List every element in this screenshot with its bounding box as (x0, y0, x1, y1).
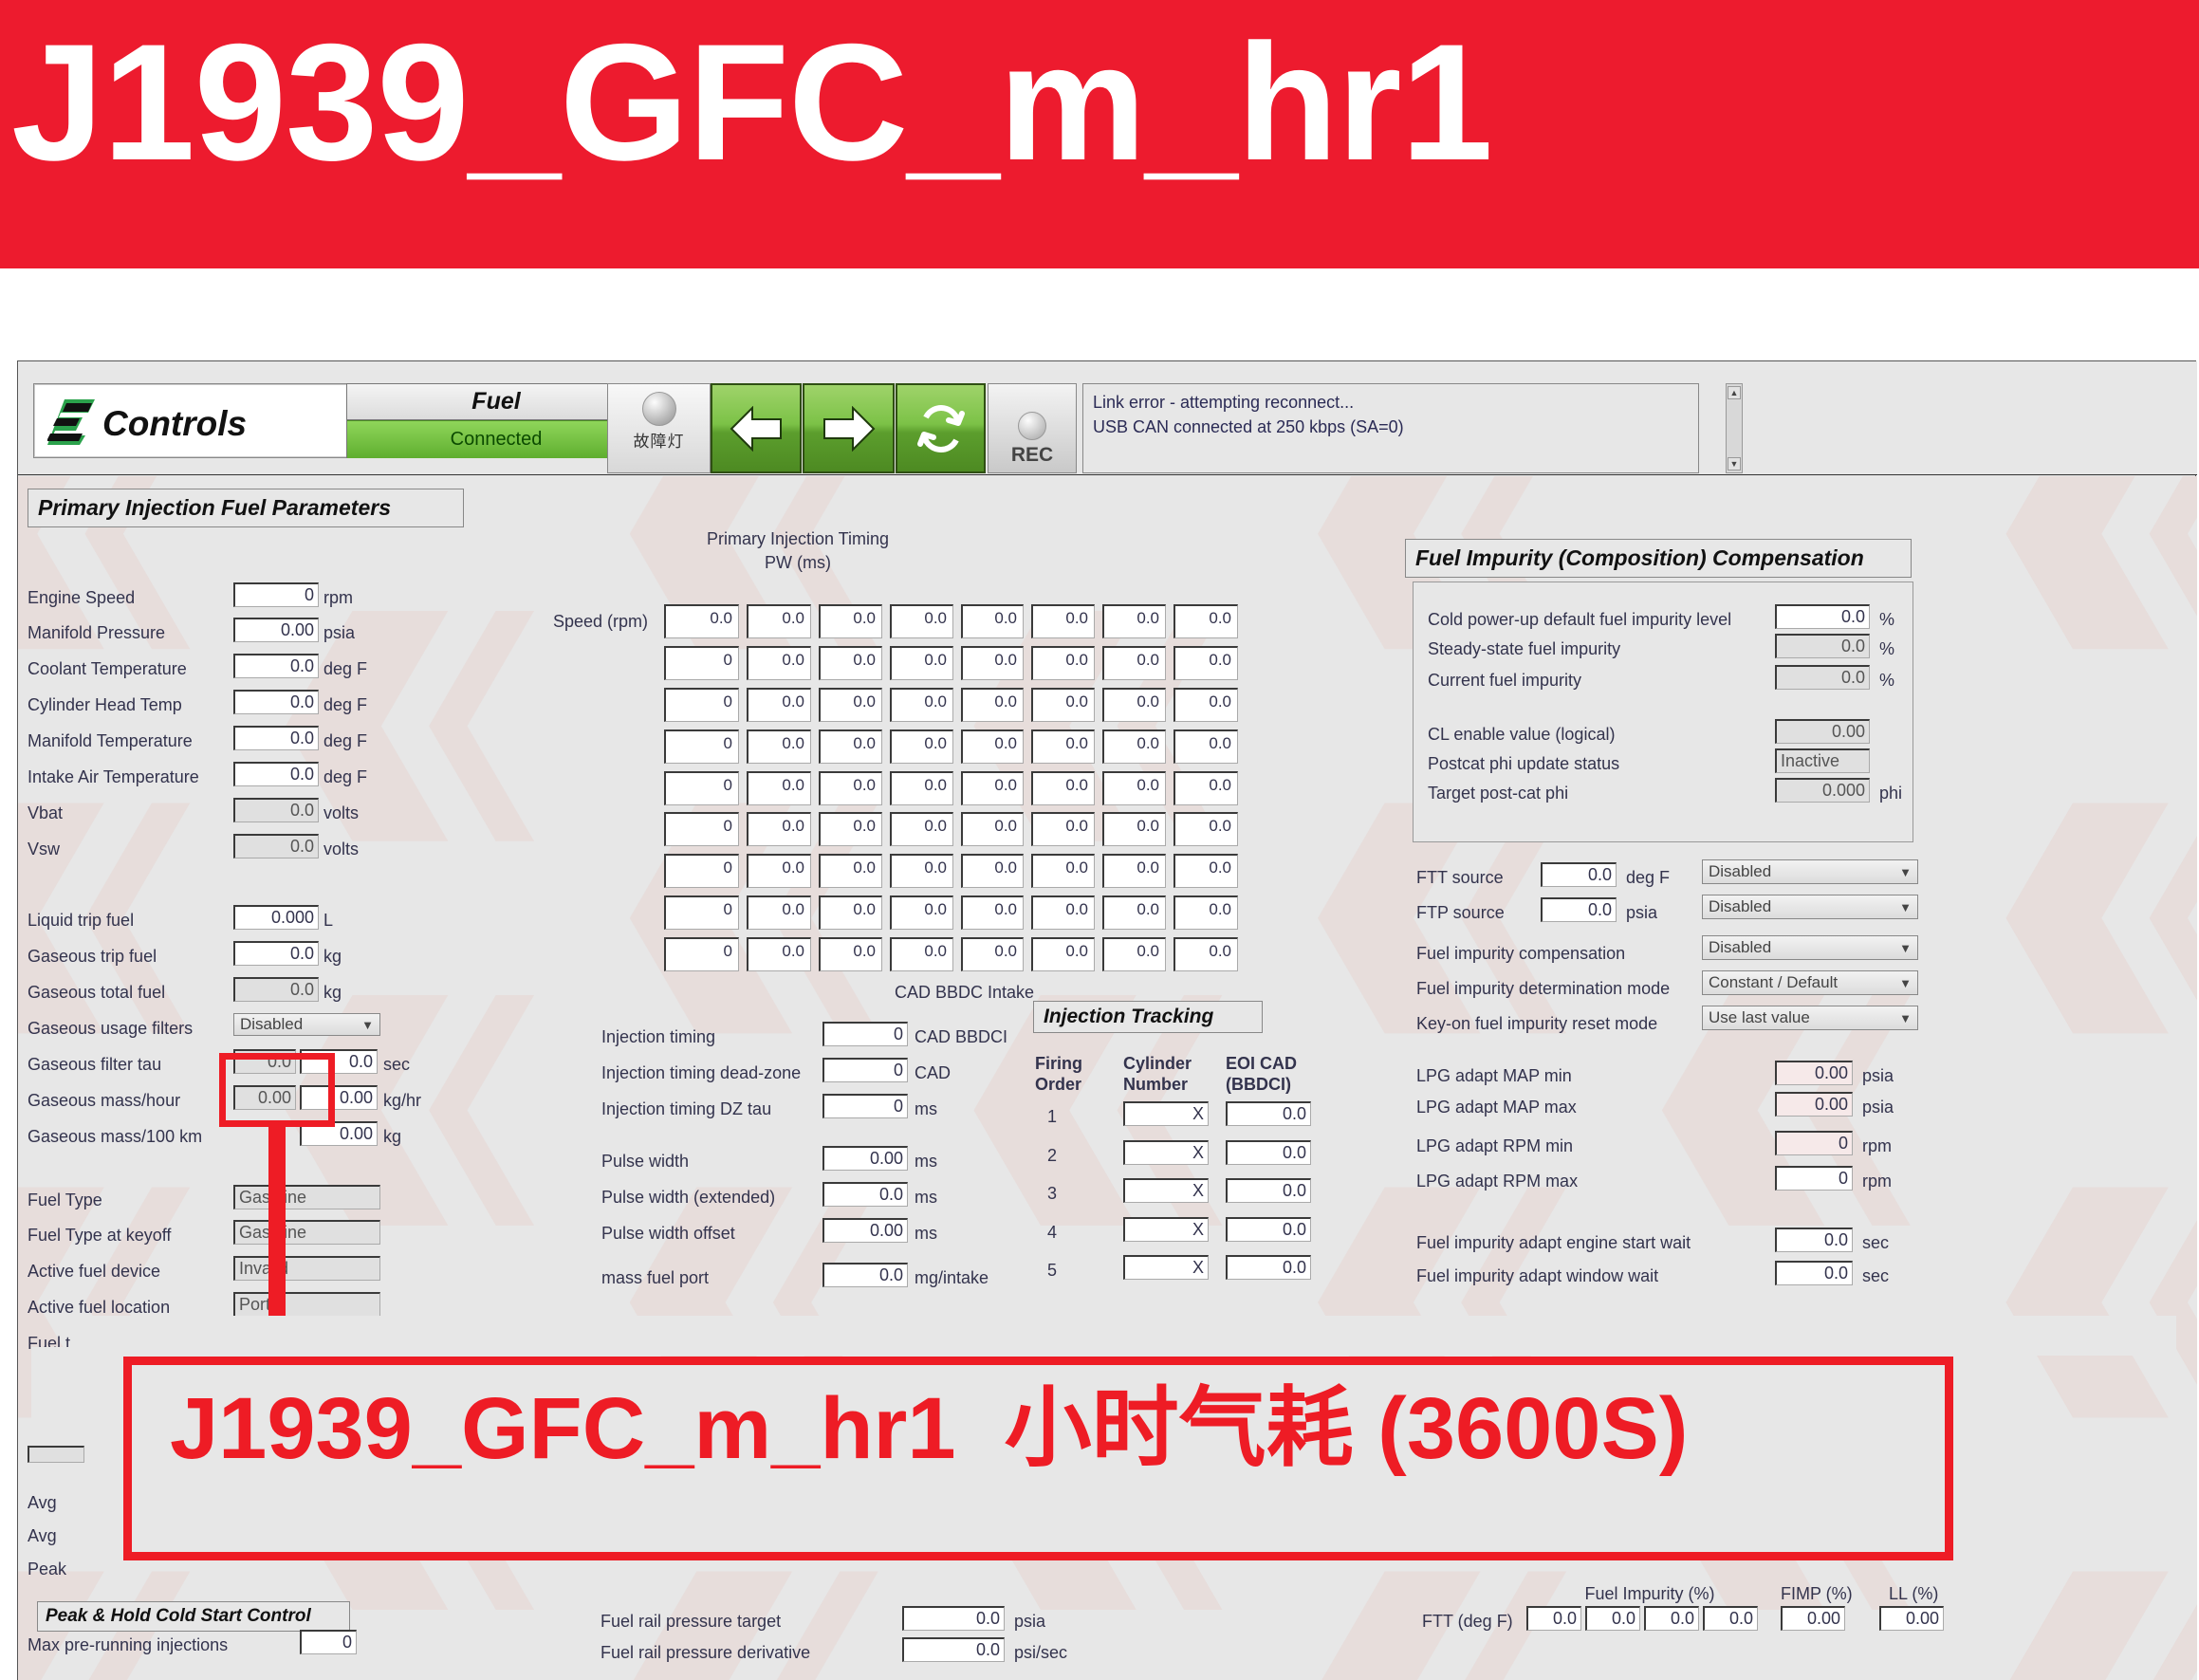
svg-text:Controls: Controls (102, 404, 247, 443)
